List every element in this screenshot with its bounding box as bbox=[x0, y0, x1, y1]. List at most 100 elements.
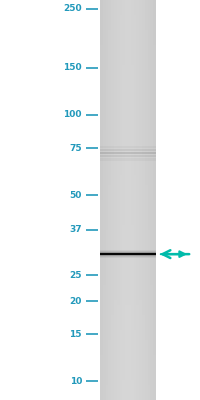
Bar bbox=[148, 110, 150, 115]
Bar bbox=[134, 305, 136, 310]
Bar bbox=[117, 235, 120, 240]
Bar bbox=[128, 40, 131, 45]
Bar bbox=[100, 149, 156, 151]
Bar bbox=[120, 260, 122, 265]
Bar bbox=[139, 260, 142, 265]
Bar bbox=[136, 120, 139, 125]
Bar bbox=[134, 65, 136, 70]
Bar bbox=[128, 200, 131, 205]
Bar bbox=[153, 395, 156, 400]
Bar bbox=[100, 120, 103, 125]
Bar bbox=[139, 335, 142, 340]
Bar bbox=[153, 180, 156, 185]
Bar bbox=[120, 370, 122, 375]
Bar bbox=[122, 240, 125, 245]
Bar bbox=[142, 340, 145, 345]
Bar bbox=[148, 15, 150, 20]
Bar bbox=[122, 255, 125, 260]
Bar bbox=[120, 90, 122, 95]
Bar bbox=[111, 90, 114, 95]
Bar bbox=[120, 205, 122, 210]
Bar bbox=[136, 305, 139, 310]
Bar bbox=[145, 330, 148, 335]
Bar bbox=[106, 260, 108, 265]
Bar bbox=[145, 275, 148, 280]
Bar bbox=[125, 40, 128, 45]
Bar bbox=[139, 50, 142, 55]
Bar bbox=[128, 335, 131, 340]
Bar bbox=[125, 270, 128, 275]
Bar bbox=[128, 225, 131, 230]
Bar bbox=[106, 185, 108, 190]
Bar bbox=[120, 180, 122, 185]
Bar bbox=[108, 295, 111, 300]
Bar bbox=[145, 135, 148, 140]
Bar bbox=[134, 210, 136, 215]
Bar bbox=[131, 125, 134, 130]
Bar bbox=[150, 270, 153, 275]
Bar bbox=[117, 35, 120, 40]
Bar bbox=[125, 350, 128, 355]
Bar bbox=[153, 110, 156, 115]
Bar bbox=[120, 335, 122, 340]
Bar bbox=[120, 70, 122, 75]
Bar bbox=[114, 190, 117, 195]
Bar bbox=[139, 20, 142, 25]
Bar bbox=[100, 95, 103, 100]
Bar bbox=[134, 215, 136, 220]
Bar bbox=[125, 385, 128, 390]
Bar bbox=[128, 265, 131, 270]
Bar bbox=[117, 20, 120, 25]
Bar bbox=[142, 105, 145, 110]
Bar bbox=[100, 254, 156, 255]
Bar bbox=[148, 210, 150, 215]
Bar bbox=[139, 250, 142, 255]
Bar bbox=[150, 240, 153, 245]
Bar bbox=[145, 370, 148, 375]
Bar bbox=[145, 45, 148, 50]
Bar bbox=[103, 345, 106, 350]
Bar bbox=[142, 50, 145, 55]
Bar bbox=[122, 10, 125, 15]
Bar bbox=[134, 380, 136, 385]
Bar bbox=[136, 300, 139, 305]
Bar bbox=[139, 180, 142, 185]
Bar bbox=[128, 75, 131, 80]
Bar bbox=[134, 245, 136, 250]
Bar bbox=[153, 235, 156, 240]
Bar bbox=[108, 280, 111, 285]
Bar bbox=[108, 80, 111, 85]
Bar bbox=[117, 330, 120, 335]
Bar bbox=[108, 25, 111, 30]
Bar bbox=[139, 100, 142, 105]
Bar bbox=[145, 30, 148, 35]
Bar bbox=[134, 260, 136, 265]
Bar bbox=[108, 15, 111, 20]
Bar bbox=[148, 135, 150, 140]
Bar bbox=[153, 165, 156, 170]
Bar bbox=[131, 180, 134, 185]
Bar bbox=[120, 165, 122, 170]
Bar bbox=[106, 25, 108, 30]
Bar bbox=[134, 315, 136, 320]
Bar bbox=[117, 160, 120, 165]
Bar bbox=[106, 205, 108, 210]
Bar bbox=[111, 155, 114, 160]
Bar bbox=[139, 90, 142, 95]
Bar bbox=[134, 295, 136, 300]
Bar bbox=[148, 140, 150, 145]
Bar bbox=[145, 105, 148, 110]
Bar bbox=[131, 210, 134, 215]
Bar bbox=[153, 75, 156, 80]
Bar bbox=[114, 215, 117, 220]
Bar bbox=[136, 325, 139, 330]
Bar bbox=[117, 375, 120, 380]
Bar bbox=[134, 55, 136, 60]
Bar bbox=[142, 330, 145, 335]
Bar bbox=[111, 145, 114, 150]
Bar bbox=[134, 75, 136, 80]
Bar bbox=[122, 190, 125, 195]
Bar bbox=[134, 345, 136, 350]
Bar bbox=[142, 120, 145, 125]
Bar bbox=[128, 105, 131, 110]
